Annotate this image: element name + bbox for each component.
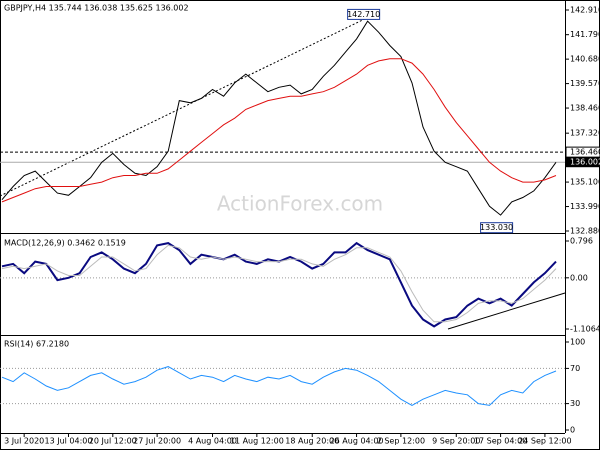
- panel-title: GBPJPY,H4 135.744 136.038 135.625 136.00…: [4, 4, 189, 13]
- y-tick-label: -1.1064: [570, 325, 600, 334]
- last-box: [566, 157, 600, 168]
- x-tick-label: 20 Jul 12:00: [89, 437, 137, 446]
- level-box: [565, 146, 600, 158]
- level-label: 136.460: [570, 148, 600, 157]
- y-tick-label: 142.910: [570, 6, 600, 15]
- series-line: [1, 366, 557, 406]
- low-box: [480, 222, 514, 234]
- trend-line: [0, 13, 376, 197]
- series-line: [1, 58, 557, 203]
- high-box: [347, 8, 381, 20]
- y-tick-label: 0: [570, 426, 575, 435]
- trend-line: [447, 292, 566, 330]
- last-label: 136.002: [570, 158, 600, 167]
- x-tick-label: 26 Aug 04:00: [330, 437, 384, 446]
- y-tick-label: 132.880: [570, 227, 600, 236]
- series-line: [1, 20, 557, 216]
- x-tick-label: 11 Aug 12:00: [230, 437, 284, 446]
- y-tick-label: 30: [570, 399, 580, 408]
- x-tick-label: 2 Sep 12:00: [377, 437, 425, 446]
- y-tick-label: 141.790: [570, 30, 600, 39]
- x-tick-label: 3 Jul 2020: [4, 437, 44, 446]
- y-tick-label: 70: [570, 364, 580, 373]
- y-tick-label: 133.990: [570, 202, 600, 211]
- y-tick-label: 137.320: [570, 129, 600, 138]
- x-tick-label: 13 Jul 04:00: [44, 437, 92, 446]
- series-line: [1, 244, 557, 323]
- y-tick-label: 0.796: [570, 237, 593, 246]
- x-tick-label: 9 Sep 20:00: [432, 437, 480, 446]
- panel-title: MACD(12,26,9) 0.3462 0.1519: [4, 239, 126, 248]
- x-tick-label: 27 Jul 20:00: [133, 437, 181, 446]
- x-tick-label: 17 Sep 04:00: [474, 437, 527, 446]
- x-tick-label: 18 Aug 20:00: [285, 437, 339, 446]
- low-label: 133.030: [480, 223, 513, 232]
- watermark: ActionForex.com: [217, 192, 383, 216]
- high-label: 142.710: [347, 10, 380, 19]
- x-tick-label: 24 Sep 12:00: [518, 437, 571, 446]
- y-tick-label: 138.460: [570, 104, 600, 113]
- panel-title: RSI(14) 67.2180: [4, 340, 69, 349]
- y-tick-label: 0.00: [570, 273, 588, 282]
- y-tick-label: 100: [570, 338, 585, 347]
- y-tick-label: 140.680: [570, 55, 600, 64]
- y-tick-label: 135.100: [570, 178, 600, 187]
- x-tick-label: 4 Aug 04:00: [188, 437, 237, 446]
- y-tick-label: 139.570: [570, 79, 600, 88]
